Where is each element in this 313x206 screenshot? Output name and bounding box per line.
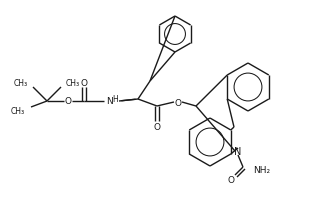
- Text: NH₂: NH₂: [253, 166, 270, 175]
- Text: O: O: [175, 98, 182, 107]
- Text: O: O: [80, 78, 88, 87]
- Text: N: N: [107, 97, 113, 106]
- Text: CH₃: CH₃: [66, 79, 80, 88]
- Text: N: N: [234, 146, 242, 156]
- Text: H: H: [112, 94, 118, 103]
- Text: O: O: [153, 122, 161, 131]
- Text: CH₃: CH₃: [11, 107, 25, 116]
- Text: O: O: [228, 176, 234, 185]
- Text: CH₃: CH₃: [14, 79, 28, 88]
- Text: O: O: [64, 97, 71, 106]
